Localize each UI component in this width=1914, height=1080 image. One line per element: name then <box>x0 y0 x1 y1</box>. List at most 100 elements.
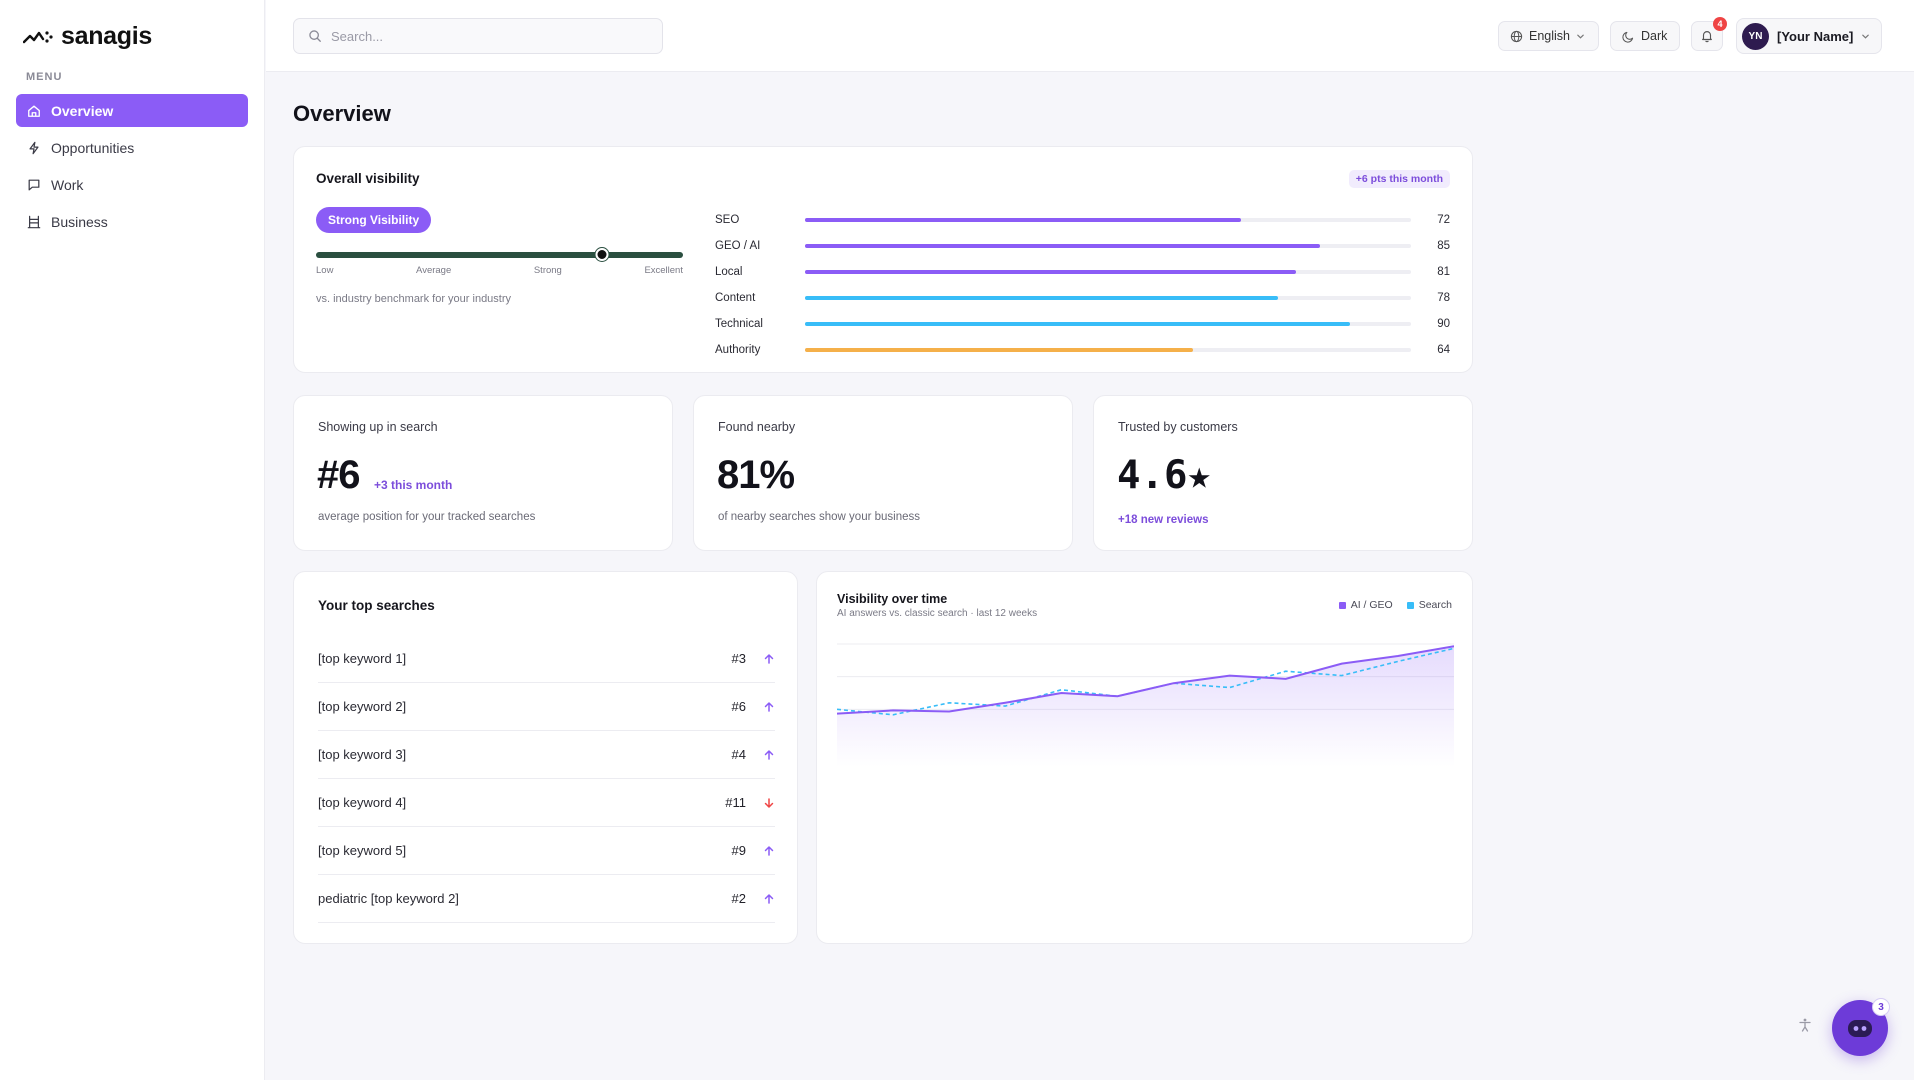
metric-row: Authority 64 <box>715 337 1450 363</box>
globe-icon <box>1510 30 1523 42</box>
card-description: of nearby searches show your business <box>718 511 920 523</box>
card-title: Overall visibility <box>316 171 420 186</box>
metric-bar-fill <box>805 270 1296 274</box>
user-menu[interactable]: YN [Your Name] <box>1736 18 1882 54</box>
trusted-customers-card: Trusted by customers 4.6★ +18 new review… <box>1093 395 1473 551</box>
keyword-text: [top keyword 1] <box>318 651 407 666</box>
card-title: Your top searches <box>318 598 435 613</box>
sanagis-logo-icon <box>23 30 53 43</box>
card-title: Showing up in search <box>318 420 438 434</box>
list-item[interactable]: [top keyword 1] #3 <box>318 635 775 683</box>
legend-item-search: Search <box>1406 599 1452 611</box>
search-input[interactable] <box>331 28 651 44</box>
arrow-up-icon <box>764 893 774 904</box>
metric-bar-track <box>805 244 1411 248</box>
accessibility-icon[interactable] <box>1797 1017 1813 1033</box>
metric-bar-track <box>805 322 1411 326</box>
chevron-down-icon <box>1862 34 1870 39</box>
metric-row: Local 81 <box>715 259 1450 285</box>
robot-icon <box>1848 1020 1872 1037</box>
gauge-labels: Low Average Strong Excellent <box>316 265 683 276</box>
list-item[interactable]: [top keyword 4] #11 <box>318 779 775 827</box>
gauge-label-low: Low <box>316 265 334 276</box>
sidebar-item-business[interactable]: Business <box>16 205 248 238</box>
metric-label: SEO <box>715 214 740 226</box>
keyword-text: [top keyword 3] <box>318 747 407 762</box>
chart-title: Visibility over time <box>837 592 948 606</box>
keyword-rank: #3 <box>731 651 746 666</box>
rating-value: 4.6★ <box>1117 453 1211 498</box>
overall-visibility-card: Overall visibility +6 pts this month Str… <box>293 146 1473 373</box>
home-icon <box>28 105 40 117</box>
card-title: Trusted by customers <box>1118 420 1238 434</box>
metric-label: Content <box>715 292 756 304</box>
keyword-text: [top keyword 4] <box>318 795 407 810</box>
theme-label: Dark <box>1641 29 1668 43</box>
moon-icon <box>1622 31 1634 43</box>
legend-label: Search <box>1418 599 1452 611</box>
theme-toggle[interactable]: Dark <box>1610 21 1680 51</box>
metric-bar-track <box>805 348 1411 352</box>
metric-bar-track <box>805 270 1411 274</box>
new-reviews-link[interactable]: +18 new reviews <box>1118 514 1209 526</box>
metric-label: Authority <box>715 344 761 356</box>
gauge-label-strong: Strong <box>533 265 562 276</box>
sidebar-item-opportunities[interactable]: Opportunities <box>16 131 248 164</box>
keyword-rank: #2 <box>731 891 746 906</box>
visibility-line-chart <box>837 643 1454 767</box>
notification-count-badge: 4 <box>1713 17 1727 31</box>
keyword-rank: #6 <box>731 699 746 714</box>
lightning-icon <box>29 141 39 154</box>
user-name: [Your Name] <box>1777 28 1854 44</box>
search-position-card: Showing up in search #6 +3 this month av… <box>293 395 673 551</box>
sidebar-item-label: Work <box>51 176 84 193</box>
legend-swatch <box>1406 601 1414 609</box>
sidebar-item-work[interactable]: Work <box>16 168 248 201</box>
metric-row: GEO / AI 85 <box>715 233 1450 259</box>
status-badge: Strong Visibility <box>316 207 432 233</box>
metric-bar-track <box>805 296 1411 300</box>
notifications-button[interactable]: 4 <box>1691 17 1727 51</box>
metric-value: 78 <box>1437 292 1450 304</box>
list-item[interactable]: [top keyword 5] #9 <box>318 827 775 875</box>
metric-value: 90 <box>1437 318 1450 330</box>
visibility-over-time-card: Visibility over time AI answers vs. clas… <box>816 571 1473 944</box>
visibility-gauge <box>316 248 683 261</box>
keyword-text: pediatric [top keyword 2] <box>318 891 459 906</box>
chevron-down-icon <box>1577 34 1584 39</box>
chart-legend: AI / GEO Search <box>1338 599 1452 611</box>
assistant-chat-button[interactable]: 3 <box>1832 998 1890 1056</box>
metric-bar-fill <box>805 348 1193 352</box>
sidebar-item-overview[interactable]: Overview <box>16 94 248 127</box>
search-position-value: #6 <box>317 453 360 497</box>
assistant-badge: 3 <box>1872 998 1890 1016</box>
search-box[interactable] <box>293 18 663 54</box>
brand-logo[interactable]: sanagis <box>23 22 152 51</box>
language-selector[interactable]: English <box>1498 21 1599 51</box>
top-header: English Dark 4 YN [Your Name] <box>266 0 1914 72</box>
ai-geo-series-line <box>837 645 1454 715</box>
building-icon <box>27 215 41 228</box>
arrow-up-icon <box>764 845 774 856</box>
metric-label: Technical <box>715 318 763 330</box>
search-position-delta: +3 this month <box>374 478 453 492</box>
menu-label: MENU <box>26 71 63 83</box>
found-nearby-value: 81% <box>717 453 795 497</box>
metric-value: 64 <box>1437 344 1450 356</box>
list-item[interactable]: [top keyword 3] #4 <box>318 731 775 779</box>
metric-value: 72 <box>1437 214 1450 226</box>
metric-row: Technical 90 <box>715 311 1450 337</box>
metric-bar-fill <box>805 296 1278 300</box>
gauge-indicator <box>595 248 609 261</box>
benchmark-note: vs. industry benchmark for your industry <box>316 293 512 305</box>
list-item[interactable]: pediatric [top keyword 2] #2 <box>318 875 775 923</box>
bell-icon <box>1702 31 1712 43</box>
list-item[interactable]: [top keyword 2] #6 <box>318 683 775 731</box>
gauge-label-excellent: Excellent <box>644 265 683 276</box>
metric-value: 85 <box>1437 240 1450 252</box>
page-title: Overview <box>293 101 391 126</box>
metric-bar-fill <box>805 218 1242 222</box>
legend-swatch <box>1338 601 1346 609</box>
metric-row: Content 78 <box>715 285 1450 311</box>
top-searches-card: Your top searches [top keyword 1] #3 [to… <box>293 571 798 944</box>
